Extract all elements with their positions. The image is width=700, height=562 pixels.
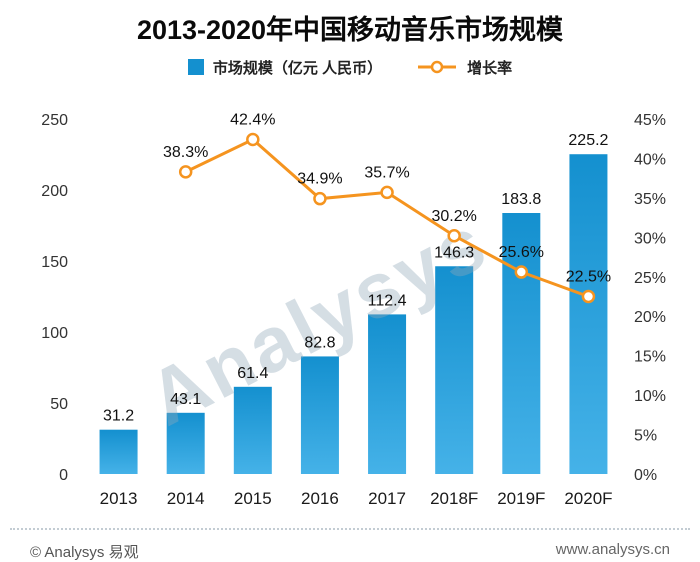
bar-series-swatch-icon	[187, 59, 204, 75]
right-axis-tick: 35%	[634, 191, 666, 208]
footer-copyright: © Analysys 易观	[30, 544, 139, 561]
growth-rate-point	[514, 265, 529, 279]
bar-value-label: 146.3	[434, 244, 474, 261]
right-axis-tick: 25%	[634, 270, 666, 287]
bar-value-label: 43.1	[170, 391, 201, 408]
legend: 市场规模（亿元 人民币） 增长率	[0, 52, 700, 82]
bar-value-label: 31.2	[103, 408, 134, 425]
bar-value-label: 82.8	[304, 334, 335, 351]
right-axis-tick: 0%	[634, 467, 657, 484]
x-axis-label: 2017	[368, 489, 406, 508]
bar-2016	[300, 356, 339, 474]
x-axis-label: 2014	[167, 489, 205, 508]
right-axis-tick: 15%	[634, 349, 666, 366]
legend-item-growth-rate: 增长率	[416, 57, 512, 78]
left-axis-tick: 200	[41, 183, 68, 200]
x-axis-label: 2019F	[497, 489, 545, 508]
right-axis-tick: 10%	[634, 388, 666, 405]
bar-2020F	[569, 154, 608, 474]
growth-rate-label: 34.9%	[297, 171, 342, 188]
bar-2017	[368, 314, 407, 474]
left-axis-tick: 250	[41, 112, 68, 129]
right-axis-tick: 5%	[634, 428, 657, 445]
growth-rate-point	[178, 165, 193, 179]
bar-2013	[99, 429, 138, 474]
right-axis-tick: 30%	[634, 230, 666, 247]
growth-rate-label: 35.7%	[364, 164, 409, 181]
line-series-swatch-icon	[418, 60, 457, 74]
bar-2015	[233, 386, 272, 474]
growth-rate-point	[380, 185, 394, 200]
x-axis-label: 2020F	[564, 489, 612, 508]
growth-rate-point	[581, 289, 596, 304]
bar-value-label: 112.4	[368, 292, 407, 309]
legend-label-market-size: 市场规模（亿元 人民币）	[212, 59, 383, 77]
left-axis-tick: 100	[41, 325, 68, 342]
legend-item-market-size: 市场规模（亿元 人民币）	[187, 57, 383, 78]
left-axis-tick: 150	[41, 254, 68, 271]
growth-rate-label: 30.2%	[432, 208, 477, 225]
bar-2018F	[435, 266, 474, 474]
bar-2019F	[502, 213, 541, 474]
footer-website-link[interactable]: www.analysys.cn	[555, 541, 670, 558]
bar-value-label: 183.8	[501, 191, 541, 208]
x-axis-label: 2015	[234, 489, 272, 508]
left-axis-tick: 50	[50, 396, 68, 413]
left-axis-tick: 0	[59, 467, 68, 484]
growth-rate-point	[313, 191, 327, 206]
chart: 0 50 100 150 200 250 0% 5% 10% 15% 20% 25% 30% 35% 40%…	[41, 112, 666, 508]
x-axis-label: 2013	[100, 489, 138, 508]
legend-label-growth-rate: 增长率	[467, 59, 513, 77]
x-axis-label: 2018F	[430, 489, 478, 508]
growth-rate-point	[246, 132, 260, 147]
growth-rate-point	[447, 229, 461, 243]
growth-rate-label: 42.4%	[230, 112, 275, 129]
right-axis-tick: 45%	[634, 112, 666, 129]
bar-value-label: 225.2	[568, 132, 608, 149]
growth-rate-label: 22.5%	[566, 269, 611, 286]
right-axis-tick: 40%	[634, 151, 666, 168]
chart-title: 2013-2020年中国移动音乐市场规模	[136, 15, 564, 45]
bar-2014	[166, 412, 205, 474]
x-axis-label: 2016	[301, 489, 339, 508]
bar-value-label: 61.4	[237, 365, 268, 382]
growth-rate-label: 25.6%	[499, 244, 544, 261]
growth-rate-label: 38.3%	[163, 144, 208, 161]
footer: © Analysys 易观 www.analysys.cn	[10, 528, 690, 562]
right-axis-tick: 20%	[634, 309, 666, 326]
